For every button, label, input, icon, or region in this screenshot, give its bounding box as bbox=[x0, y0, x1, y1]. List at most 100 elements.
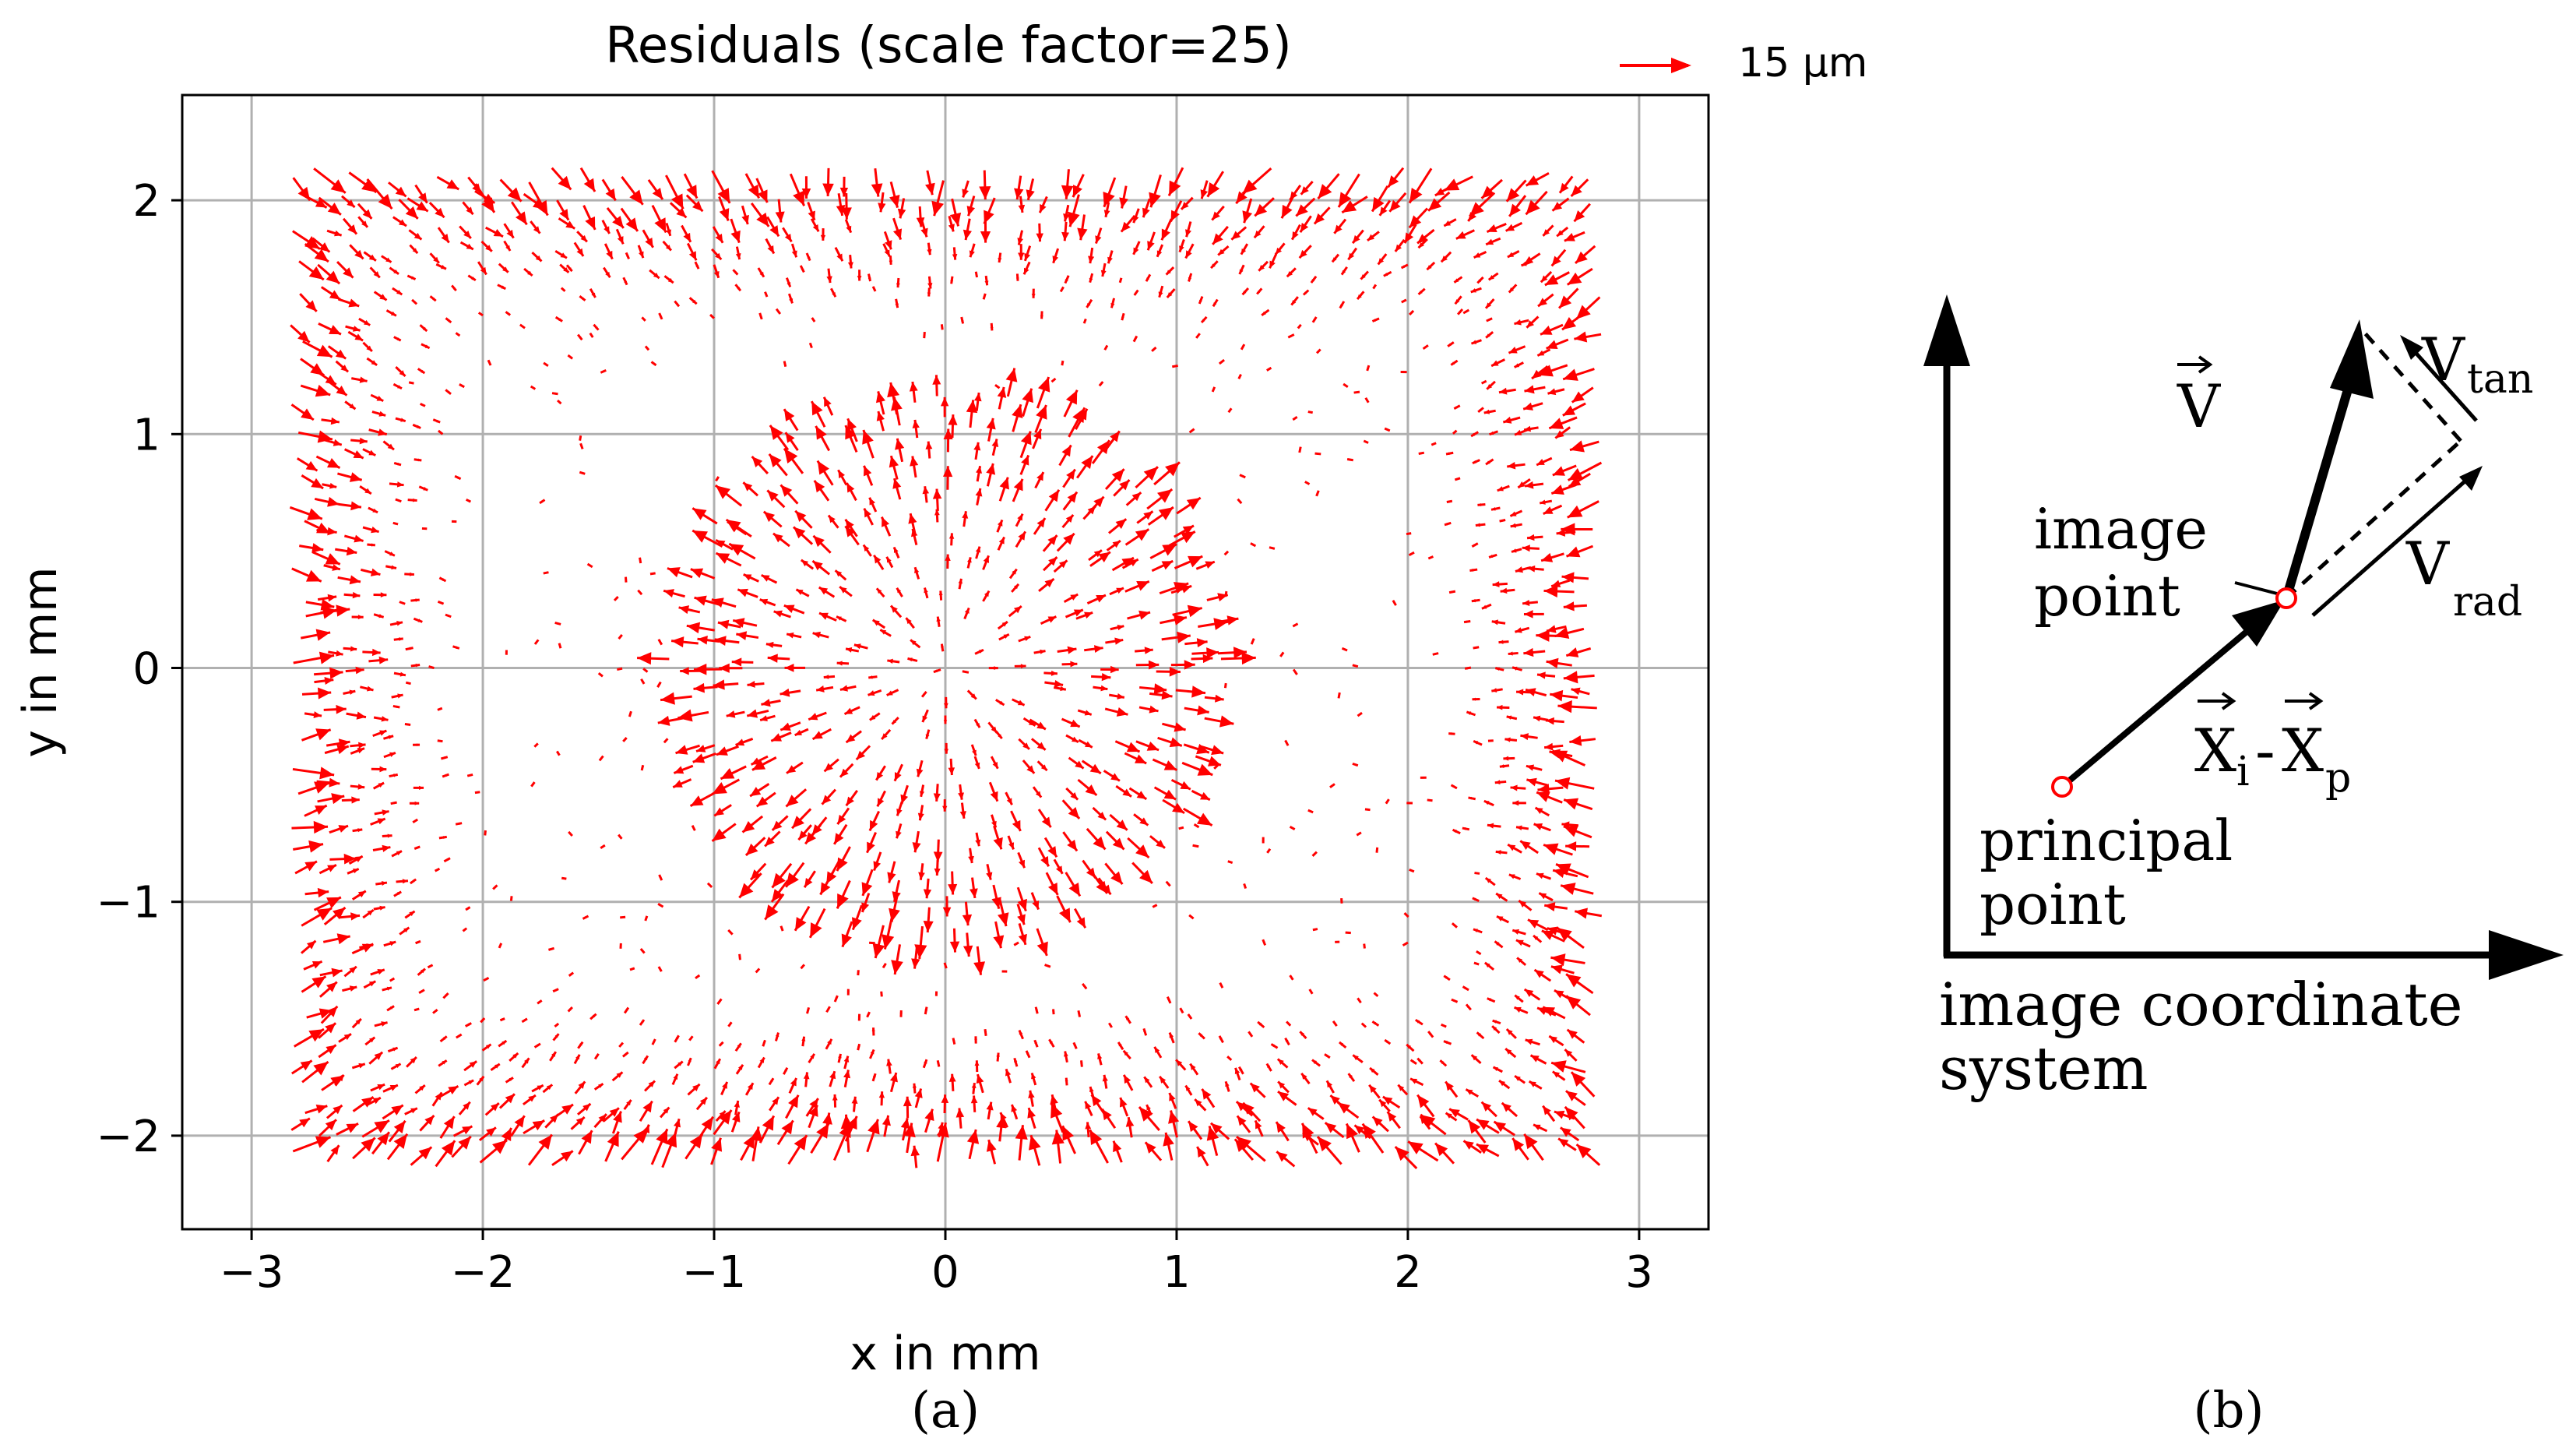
quiver-arrowhead bbox=[371, 543, 375, 547]
quiver-arrowhead bbox=[1515, 995, 1520, 1000]
quiver-arrowhead bbox=[485, 1044, 491, 1049]
quiver-arrowhead bbox=[1373, 286, 1376, 289]
quiver-arrowhead bbox=[1357, 391, 1360, 394]
quiver-arrowhead bbox=[1454, 278, 1459, 283]
quiver-arrowhead bbox=[618, 834, 621, 837]
quiver-arrowhead bbox=[1165, 462, 1180, 477]
quiver-arrowhead bbox=[933, 851, 943, 862]
quiver-arrowhead bbox=[1563, 368, 1578, 381]
quiver-arrowhead bbox=[343, 853, 357, 865]
quiver-arrowhead bbox=[471, 277, 476, 280]
quiver-arrowhead bbox=[331, 793, 345, 805]
quiver-arrowhead bbox=[1355, 664, 1358, 668]
quiver-arrowhead bbox=[693, 663, 707, 675]
quiver-arrowhead bbox=[412, 879, 417, 883]
quiver-arrowhead bbox=[467, 907, 470, 910]
quiver-arrowhead bbox=[1524, 1133, 1538, 1150]
quiver-arrowhead bbox=[423, 486, 428, 491]
quiver-arrowhead bbox=[407, 723, 411, 726]
quiver-arrowhead bbox=[625, 217, 638, 231]
quiver-arrowhead bbox=[1466, 1004, 1470, 1008]
quiver-arrowhead bbox=[445, 774, 449, 777]
quiver-arrowhead bbox=[493, 886, 496, 890]
quiver-arrowhead bbox=[1216, 764, 1219, 767]
quiver-arrowhead bbox=[1569, 440, 1585, 453]
quiver-arrowhead bbox=[1472, 544, 1476, 547]
quiver-arrowhead bbox=[422, 404, 425, 407]
quiver-arrowhead bbox=[348, 298, 360, 308]
quiver-arrowhead bbox=[996, 1052, 1000, 1057]
quiver-arrowhead bbox=[675, 745, 688, 755]
quiver-arrowhead bbox=[1290, 191, 1298, 200]
quiver-arrowhead bbox=[1143, 467, 1158, 481]
quiver-arrowhead bbox=[711, 1137, 723, 1152]
quiver-arrowhead bbox=[836, 205, 846, 216]
quiver-arrowhead bbox=[546, 1084, 553, 1091]
quiver-arrowhead bbox=[318, 242, 330, 252]
quiver-arrowhead bbox=[1325, 1122, 1337, 1133]
quiver-arrowhead bbox=[546, 571, 549, 574]
quiver-arrowhead bbox=[1300, 1031, 1304, 1036]
quiver-arrowhead bbox=[891, 960, 903, 974]
quiver-arrowhead bbox=[786, 795, 799, 807]
quiver-arrowhead bbox=[1272, 547, 1275, 550]
quiver-arrowhead bbox=[812, 631, 822, 639]
quiver-arrowhead bbox=[1188, 555, 1203, 568]
quiver-arrowhead bbox=[366, 943, 373, 950]
quiver-arrowhead bbox=[1514, 319, 1522, 326]
quiver-arrowhead bbox=[355, 856, 363, 862]
quiver-arrowhead bbox=[878, 203, 886, 213]
quiver-arrowhead bbox=[1143, 511, 1153, 520]
quiver-arrowhead bbox=[717, 188, 730, 203]
quiver-arrowhead bbox=[1052, 256, 1059, 263]
quiver-arrowhead bbox=[1166, 270, 1171, 275]
quiver-arrowhead bbox=[1139, 869, 1153, 883]
quiver-arrowhead bbox=[716, 540, 726, 548]
quiver-arrowhead bbox=[1504, 737, 1511, 742]
quiver-arrowhead bbox=[396, 481, 404, 488]
quiver-arrowhead bbox=[1464, 620, 1467, 623]
quiver-arrowhead bbox=[642, 1124, 650, 1133]
quiver-arrowhead bbox=[1196, 638, 1208, 648]
quiver-arrowhead bbox=[927, 248, 932, 256]
quiver-arrowhead bbox=[1532, 369, 1542, 379]
quiver-arrowhead bbox=[580, 443, 583, 446]
quiver-arrowhead bbox=[387, 443, 395, 450]
quiver-arrowhead bbox=[1135, 754, 1147, 764]
quiver-arrowhead bbox=[716, 746, 728, 756]
quiver-arrowhead bbox=[1233, 647, 1247, 659]
x-tick-label: 1 bbox=[1163, 1247, 1191, 1298]
quiver-arrowhead bbox=[794, 729, 802, 735]
quiver-arrowhead bbox=[311, 543, 324, 553]
quiver-arrowhead bbox=[569, 1007, 572, 1010]
quiver-arrowhead bbox=[1556, 863, 1571, 876]
quiver-arrowhead bbox=[1061, 445, 1072, 457]
quiver-arrowhead bbox=[1089, 1130, 1103, 1146]
quiver-arrowhead bbox=[841, 207, 852, 220]
quiver-arrowhead bbox=[925, 734, 930, 739]
quiver-arrowhead bbox=[1487, 823, 1494, 829]
quiver-arrowhead bbox=[417, 941, 421, 943]
quiver-arrowhead bbox=[443, 836, 447, 840]
quiver-arrowhead bbox=[1512, 929, 1519, 935]
quiver-arrowhead bbox=[882, 1115, 891, 1126]
quiver-arrowhead bbox=[984, 280, 989, 286]
quiver-arrowhead bbox=[857, 276, 862, 281]
quiver-arrowhead bbox=[1144, 1077, 1150, 1084]
quiver-arrowhead bbox=[1503, 756, 1509, 761]
quiver-arrowhead bbox=[1566, 647, 1579, 657]
quiver-arrowhead bbox=[1083, 321, 1086, 324]
quiver-arrowhead bbox=[1471, 340, 1477, 344]
quiver-arrowhead bbox=[889, 260, 893, 265]
quiver-arrowhead bbox=[896, 283, 900, 288]
quiver-arrowhead bbox=[419, 785, 424, 791]
quiver-arrowhead bbox=[1567, 505, 1583, 518]
v-rad-arrow bbox=[2311, 475, 2472, 617]
quiver-arrowhead bbox=[974, 762, 980, 769]
quiver-arrowhead bbox=[562, 288, 565, 291]
chart-title: Residuals (scale factor=25) bbox=[605, 17, 1292, 75]
quiver-arrowhead bbox=[984, 210, 994, 224]
quiver-arrowhead bbox=[396, 289, 403, 295]
quiver-arrowhead bbox=[1515, 1076, 1521, 1081]
